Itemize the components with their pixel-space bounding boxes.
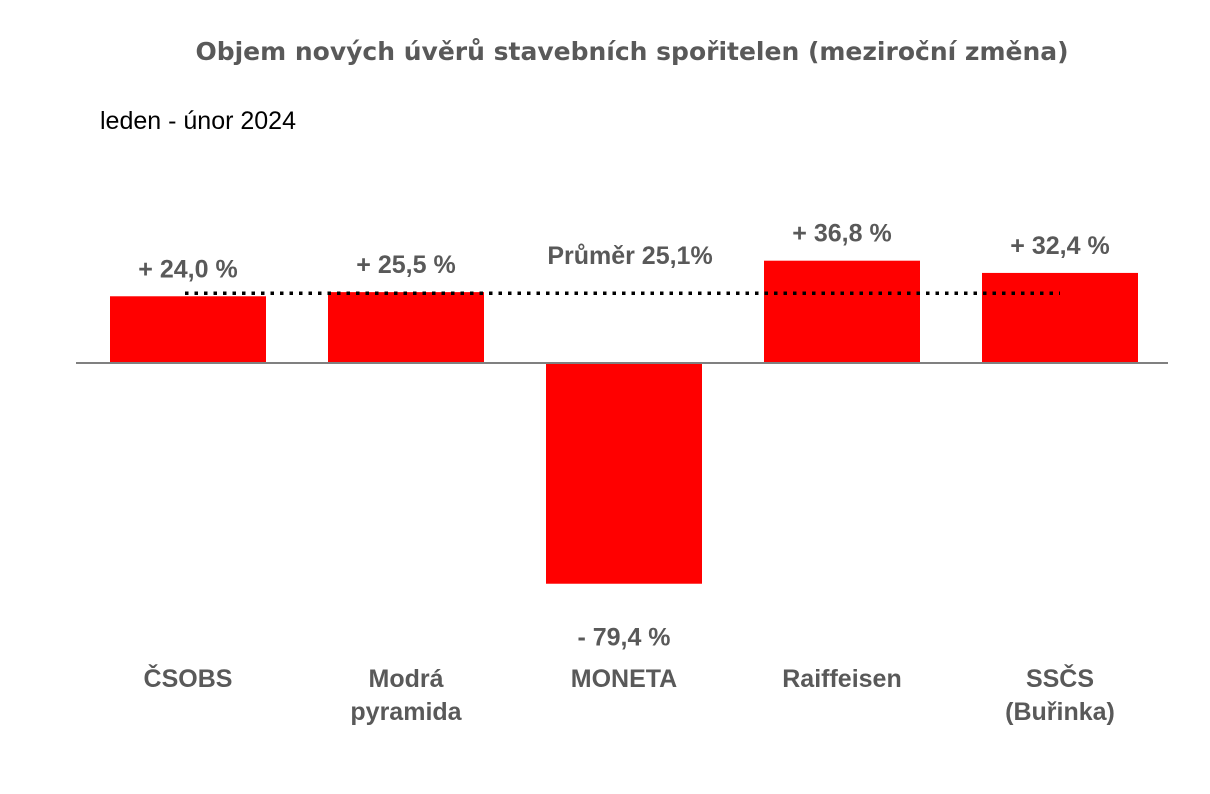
bar xyxy=(982,272,1138,363)
bar-value-label: + 25,5 % xyxy=(356,251,455,279)
average-label: Průměr 25,1% xyxy=(547,242,712,270)
category-label: ČSOBS xyxy=(144,663,233,693)
bar xyxy=(764,260,920,363)
bar-value-label: + 32,4 % xyxy=(1010,232,1109,260)
bar-value-label: + 36,8 % xyxy=(792,220,891,248)
chart-title: Objem nových úvěrů stavebních spořitelen… xyxy=(195,37,1068,66)
bar xyxy=(328,292,484,363)
bar-value-label: + 24,0 % xyxy=(138,255,237,283)
category-labels-group: ČSOBS Modrá pyramida MONETA Raiffeisen SSČS (B… xyxy=(144,663,1115,726)
category-label: Modrá pyramida xyxy=(350,665,462,726)
bar xyxy=(110,296,266,363)
bar xyxy=(546,363,702,584)
bar-value-label: - 79,4 % xyxy=(577,624,670,652)
chart-subtitle: leden - únor 2024 xyxy=(100,107,296,135)
category-label: MONETA xyxy=(571,665,677,693)
bars-group xyxy=(110,260,1138,584)
category-label: SSČS (Buřinka) xyxy=(1005,663,1115,726)
category-label: Raiffeisen xyxy=(782,665,901,693)
value-labels-group: + 24,0 % + 25,5 % - 79,4 % + 36,8 % + 32,4 % xyxy=(138,220,1109,652)
